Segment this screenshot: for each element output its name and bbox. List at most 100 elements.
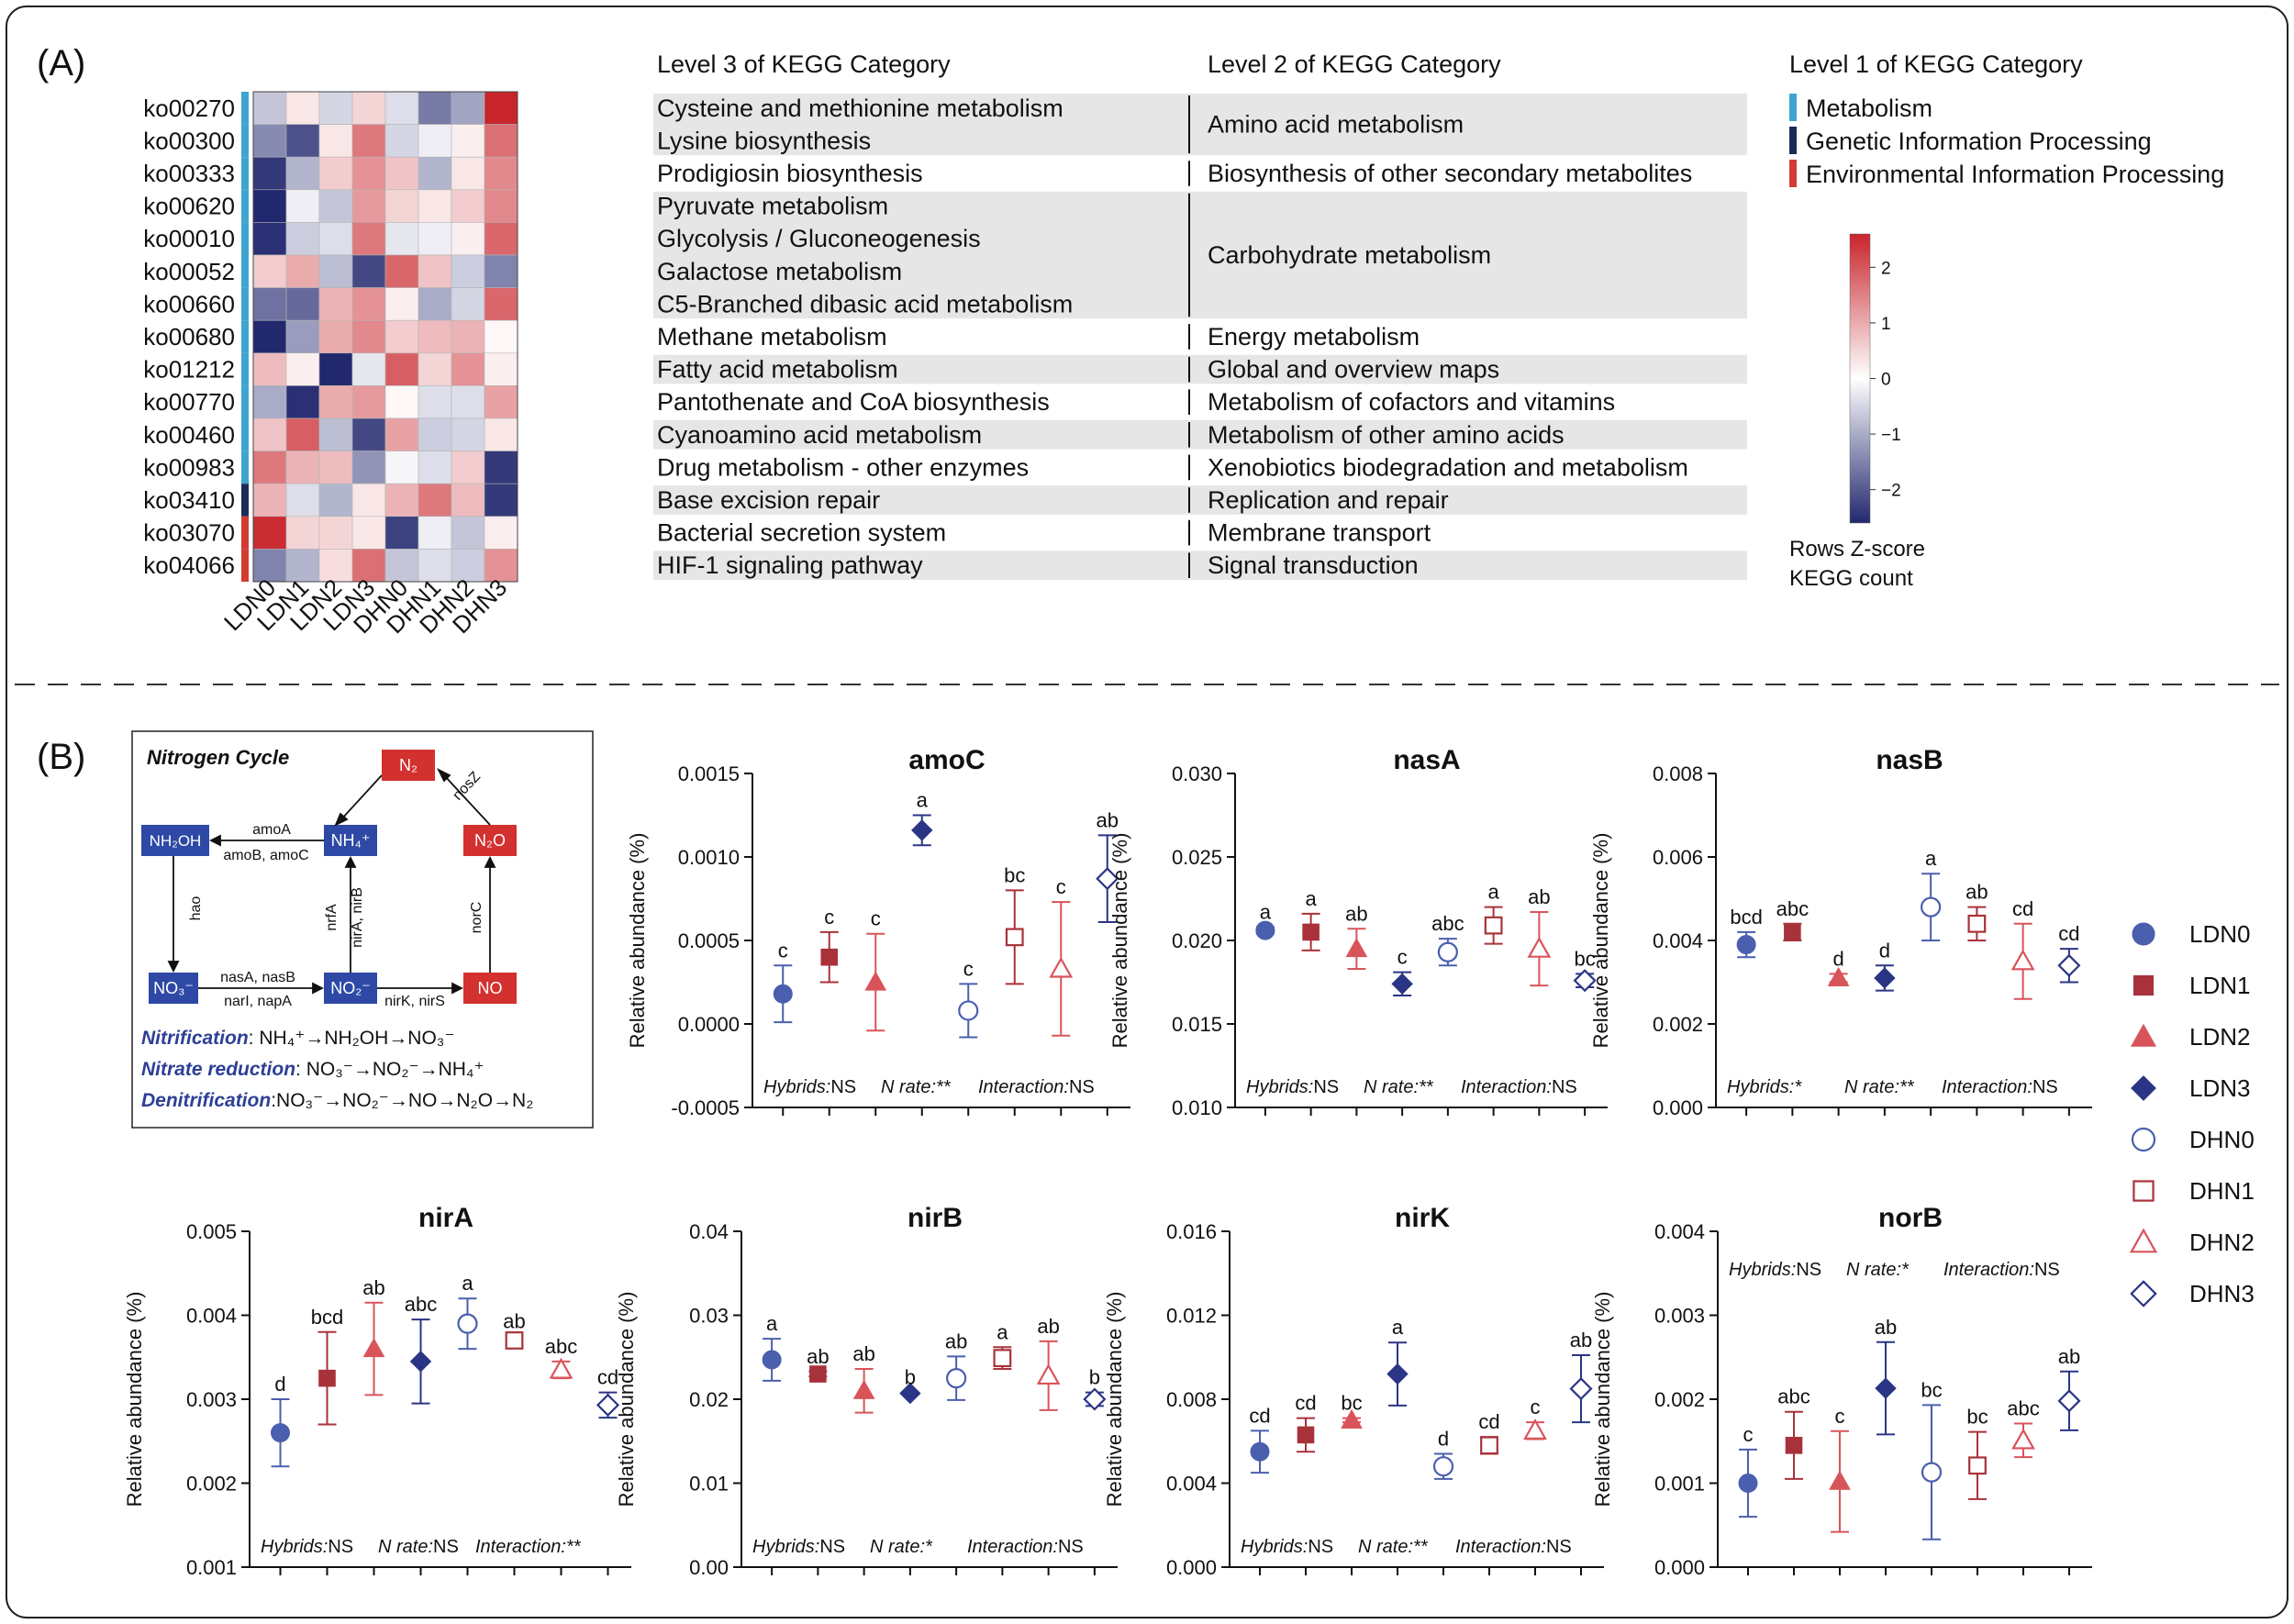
- heatmap-cell: [252, 352, 287, 386]
- heatmap-cell: [318, 450, 353, 484]
- significance-letter: abc: [1431, 912, 1464, 935]
- nitrogen-cycle-frame: [131, 730, 594, 1129]
- heatmap-cell: [252, 91, 287, 125]
- node-no3-label: NO₃⁻: [153, 979, 194, 997]
- significance-letter: ab: [362, 1276, 384, 1299]
- level2-label: Biosynthesis of other secondary metaboli…: [1208, 160, 1692, 187]
- level1-strip: [241, 157, 249, 190]
- heatmap-cell: [252, 417, 287, 451]
- gene-norc: norC: [469, 902, 484, 934]
- heatmap-cell: [285, 549, 320, 583]
- plot-nasA: 0.010 0.015 0.020 0.025 0.030 nasA Relative ab…: [1108, 745, 1608, 1119]
- heatmap-cell: [351, 352, 386, 386]
- row-bands: [653, 94, 1747, 580]
- legend-label: LDN1: [2189, 972, 2250, 999]
- significance-letter: abc: [405, 1293, 437, 1316]
- y-tick-label: 0.004: [186, 1305, 237, 1328]
- heatmap-cell: [484, 417, 518, 451]
- significance-letter: c: [871, 907, 881, 930]
- heatmap-cell: [484, 156, 518, 191]
- marker-circle: [1255, 920, 1275, 940]
- y-tick-label: 0.000: [1166, 1556, 1217, 1579]
- heatmap-cell: [318, 385, 353, 419]
- heatmap-cell: [351, 91, 386, 125]
- arrow-no2-nh4-head: [344, 855, 357, 868]
- figure-frame: [6, 6, 2288, 1618]
- level2-label: Carbohydrate metabolism: [1208, 241, 1491, 269]
- heatmap-cell: [418, 516, 452, 550]
- significance-letter: ab: [1097, 808, 1119, 831]
- arrow-no3-no2-head: [312, 982, 325, 995]
- heatmap-cell: [418, 549, 452, 583]
- heatmap-cell: [318, 222, 353, 256]
- heatmap-cell: [384, 124, 419, 158]
- pathway-label: HIF-1 signaling pathway: [657, 551, 923, 579]
- arrow-nh4-nh2oh-head: [208, 834, 221, 847]
- marker-square: [1005, 928, 1024, 947]
- marker-circle: [1437, 941, 1458, 962]
- heatmap-cell: [484, 516, 518, 550]
- stat-nrate-label: N rate:**: [881, 1077, 952, 1097]
- significance-letter: cd: [2012, 897, 2033, 920]
- level1-strip: [241, 255, 249, 288]
- significance-letter: bcd: [311, 1306, 343, 1329]
- significance-letter: a: [997, 1320, 1008, 1343]
- heatmap-cell: [384, 450, 419, 484]
- stat-nrate: N rate:*: [1846, 1260, 1910, 1280]
- reduction-eq: : NO₃⁻→NO₂⁻→NH₄⁺: [295, 1059, 484, 1080]
- stat-hybrids-value: NS: [830, 1077, 856, 1097]
- level1-swatch: [1789, 160, 1797, 187]
- arrow-nh2oh-no3-head: [167, 961, 180, 973]
- treatment-legend: LDN0 LDN1 LDN2 LDN3 DHN0 DHN1 DHN2 DHN3: [2129, 920, 2255, 1307]
- y-tick-label: 0.010: [1172, 1096, 1222, 1119]
- heatmap-cell: [451, 156, 485, 191]
- significance-letter: d: [1879, 939, 1890, 962]
- significance-letter: b: [1089, 1366, 1100, 1389]
- significance-letter: a: [1260, 900, 1272, 923]
- significance-letter: d: [1833, 947, 1844, 970]
- heatmap-cell: [451, 254, 485, 288]
- level1-strip: [241, 320, 249, 353]
- gene-amobc: amoB, amoC: [223, 848, 308, 863]
- level1-header: Level 1 of KEGG Category: [1789, 50, 2083, 78]
- stat-interaction-value: NS: [1069, 1077, 1095, 1097]
- plot-title: norB: [1878, 1203, 1943, 1233]
- heatmap-cell: [318, 156, 353, 191]
- row-band: [653, 354, 1747, 384]
- stat-hybrids: Hybrids:NS: [1246, 1077, 1339, 1097]
- significance-letter: a: [766, 1312, 778, 1335]
- y-tick-label: 0.0015: [678, 762, 740, 785]
- y-tick-label: 0.03: [689, 1305, 729, 1328]
- heatmap-cell: [451, 450, 485, 484]
- level1-strip: [241, 385, 249, 418]
- gene-plots: -0.0005 0.0000 0.0005 0.0010 0.0015 amoC Relat…: [123, 745, 2092, 1579]
- pathway-label: Prodigiosin biosynthesis: [657, 160, 923, 187]
- heatmap-cell: [252, 254, 287, 288]
- heatmap-cell: [252, 319, 287, 354]
- y-tick-label: 0.005: [186, 1220, 237, 1243]
- colorbar-label-kegg: KEGG count: [1789, 566, 1913, 591]
- heatmap-cell: [484, 91, 518, 125]
- stat-interaction-value: NS: [2032, 1077, 2058, 1097]
- stat-nrate: N rate:NS: [378, 1537, 459, 1557]
- row-id: ko04066: [143, 551, 235, 579]
- stat-interaction-label: Interaction:: [978, 1077, 1069, 1097]
- significance-letter: a: [1306, 887, 1318, 910]
- heatmap-cell: [451, 189, 485, 223]
- marker-circle: [1738, 1474, 1758, 1493]
- y-tick-label: 0.012: [1166, 1305, 1217, 1328]
- heatmap-cell: [351, 287, 386, 321]
- denitrification-line: Denitrification:NO₃⁻→NO₂⁻→NO→N₂O→N₂: [141, 1090, 533, 1111]
- pathway-label: Cyanoamino acid metabolism: [657, 421, 982, 449]
- significance-letter: cd: [2058, 922, 2079, 945]
- arrow-no-n2o-head: [484, 855, 496, 868]
- heatmap-cell: [252, 222, 287, 256]
- heatmap-cell: [384, 549, 419, 583]
- stat-nrate-label: N rate:**: [1844, 1077, 1915, 1097]
- colorbar-tick-label: 0: [1881, 371, 1891, 390]
- heatmap-cell: [451, 319, 485, 354]
- heatmap-cell: [351, 254, 386, 288]
- significance-letter: cd: [1249, 1404, 1270, 1427]
